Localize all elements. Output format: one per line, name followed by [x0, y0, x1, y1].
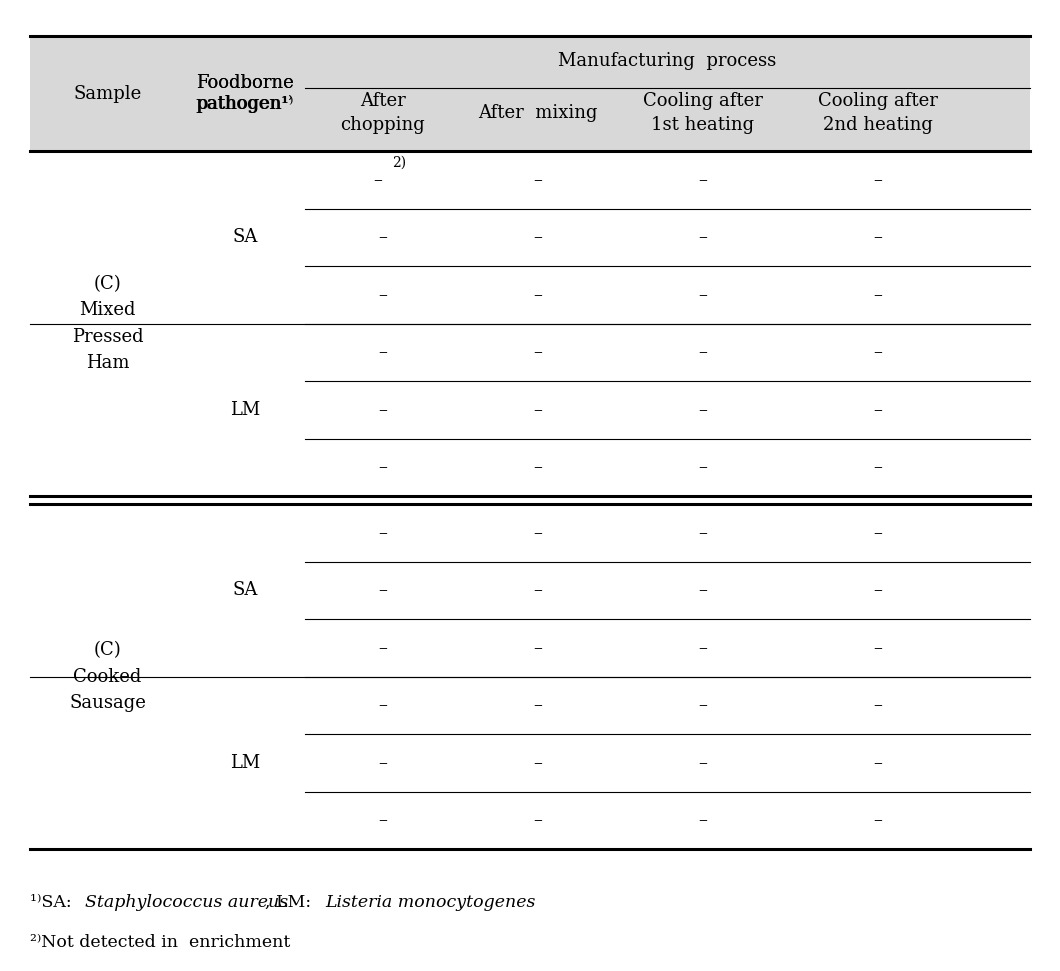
- Text: Sample: Sample: [73, 84, 142, 103]
- Text: After
chopping: After chopping: [340, 92, 425, 134]
- Bar: [30, 151, 1030, 496]
- Text: –: –: [533, 401, 542, 419]
- Text: After  mixing: After mixing: [478, 104, 597, 122]
- Text: –: –: [873, 753, 882, 772]
- Text: ¹⁾SA:: ¹⁾SA:: [30, 894, 77, 911]
- Text: SA: SA: [232, 228, 258, 247]
- Text: –: –: [699, 458, 707, 476]
- Text: Cooling after
1st heating: Cooling after 1st heating: [642, 92, 762, 134]
- Text: –: –: [873, 523, 882, 542]
- Text: (C)
Mixed
Pressed
Ham: (C) Mixed Pressed Ham: [72, 275, 143, 372]
- Text: –: –: [699, 582, 707, 599]
- Text: –: –: [533, 639, 542, 656]
- Text: Staphylococcus aureus: Staphylococcus aureus: [85, 894, 288, 911]
- Text: –: –: [873, 228, 882, 247]
- Text: –: –: [378, 228, 387, 247]
- Text: –: –: [378, 753, 387, 772]
- Bar: [30, 504, 1030, 849]
- Text: –: –: [873, 285, 882, 304]
- Text: –: –: [699, 753, 707, 772]
- Text: –: –: [378, 696, 387, 715]
- Text: –: –: [699, 811, 707, 829]
- Text: –: –: [699, 639, 707, 656]
- Text: –: –: [873, 458, 882, 476]
- Text: –: –: [533, 171, 542, 188]
- Text: –: –: [378, 582, 387, 599]
- Text: –: –: [873, 401, 882, 419]
- Text: –: –: [378, 285, 387, 304]
- Text: –: –: [533, 753, 542, 772]
- Text: –: –: [873, 639, 882, 656]
- Text: –: –: [699, 344, 707, 361]
- Text: –: –: [533, 523, 542, 542]
- Text: Cooling after
2nd heating: Cooling after 2nd heating: [817, 92, 937, 134]
- Text: –: –: [378, 523, 387, 542]
- Text: –: –: [533, 458, 542, 476]
- Text: LM: LM: [230, 753, 260, 772]
- Text: –: –: [378, 811, 387, 829]
- Text: –: –: [699, 228, 707, 247]
- Text: –: –: [873, 696, 882, 715]
- Text: –: –: [533, 811, 542, 829]
- Text: Manufacturing  process: Manufacturing process: [559, 52, 777, 70]
- Text: –: –: [533, 285, 542, 304]
- Text: SA: SA: [232, 582, 258, 599]
- Text: ²⁾Not detected in  enrichment: ²⁾Not detected in enrichment: [30, 934, 290, 951]
- Text: –: –: [699, 523, 707, 542]
- Text: –: –: [378, 401, 387, 419]
- Text: –: –: [373, 171, 382, 188]
- Text: –: –: [378, 344, 387, 361]
- Text: (C)
Cooked
Sausage: (C) Cooked Sausage: [69, 641, 146, 712]
- Text: –: –: [533, 582, 542, 599]
- Text: –: –: [533, 344, 542, 361]
- Text: Listeria monocytogenes: Listeria monocytogenes: [325, 894, 535, 911]
- Text: –: –: [873, 171, 882, 188]
- Text: –: –: [378, 458, 387, 476]
- Text: LM: LM: [230, 401, 260, 419]
- Text: , LM:: , LM:: [265, 894, 317, 911]
- Text: 2): 2): [392, 155, 407, 170]
- Text: –: –: [378, 639, 387, 656]
- Text: Foodborne
pathogen¹⁾: Foodborne pathogen¹⁾: [196, 74, 294, 113]
- Text: –: –: [699, 171, 707, 188]
- Text: –: –: [873, 344, 882, 361]
- Text: –: –: [699, 696, 707, 715]
- Text: –: –: [699, 285, 707, 304]
- Text: –: –: [533, 228, 542, 247]
- Bar: [30, 36, 1030, 151]
- Text: –: –: [873, 811, 882, 829]
- Text: –: –: [873, 582, 882, 599]
- Text: Foodborne
pathogen¹ʾ: Foodborne pathogen¹ʾ: [196, 74, 295, 113]
- Text: –: –: [533, 696, 542, 715]
- Text: –: –: [699, 401, 707, 419]
